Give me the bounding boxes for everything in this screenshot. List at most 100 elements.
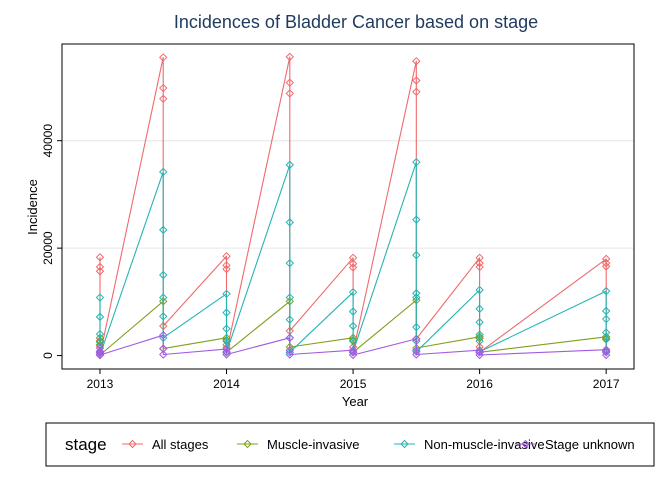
chart-title: Incidences of Bladder Cancer based on st… bbox=[174, 12, 538, 32]
data-point bbox=[475, 262, 484, 272]
data-point bbox=[412, 322, 421, 332]
data-point bbox=[348, 336, 358, 346]
data-point bbox=[601, 350, 611, 360]
x-axis-title: Year bbox=[342, 394, 369, 409]
data-point bbox=[348, 348, 358, 357]
data-point bbox=[601, 348, 611, 357]
data-point bbox=[601, 306, 611, 316]
data-point bbox=[95, 347, 105, 356]
data-point bbox=[475, 345, 484, 355]
data-point bbox=[601, 335, 611, 344]
data-point bbox=[601, 262, 611, 271]
data-point bbox=[285, 218, 294, 227]
data-point bbox=[285, 160, 294, 170]
legend: stage All stages Muscle-invasive Non-muscl… bbox=[45, 422, 655, 467]
data-point bbox=[348, 350, 358, 360]
data-point bbox=[285, 78, 294, 87]
data-point bbox=[95, 293, 105, 302]
y-axis-title: Incidence bbox=[25, 179, 40, 235]
data-point bbox=[348, 253, 358, 263]
x-tick-label: 2016 bbox=[466, 377, 493, 391]
grid-layer bbox=[62, 140, 634, 249]
y-tick-label: 0 bbox=[41, 352, 55, 359]
data-point bbox=[475, 253, 484, 263]
axis-layer: 0 20000 40000 2013 2014 2015 2016 2017 bbox=[41, 124, 620, 391]
data-point bbox=[159, 225, 168, 235]
data-point bbox=[222, 251, 231, 261]
data-point bbox=[412, 289, 421, 298]
data-point bbox=[475, 258, 484, 268]
data-point bbox=[285, 293, 294, 302]
data-point bbox=[159, 83, 168, 93]
series-stage-unknown bbox=[95, 330, 611, 360]
legend-swatch-marker bbox=[128, 439, 137, 449]
data-point bbox=[412, 334, 421, 344]
series-line bbox=[99, 56, 607, 356]
data-point bbox=[412, 157, 421, 167]
data-point bbox=[601, 258, 611, 268]
data-point bbox=[412, 215, 421, 224]
data-point bbox=[159, 350, 168, 359]
legend-label: Non-muscle-invasive bbox=[424, 437, 545, 452]
legend-label: Muscle-invasive bbox=[267, 437, 359, 452]
y-tick-label: 40000 bbox=[41, 124, 55, 158]
series-layer bbox=[95, 52, 611, 360]
data-point bbox=[412, 293, 421, 302]
data-point bbox=[412, 76, 421, 85]
data-point bbox=[285, 258, 294, 268]
legend-item: Stage unknown bbox=[515, 437, 635, 452]
data-point bbox=[222, 350, 231, 359]
data-point bbox=[475, 318, 484, 327]
legend-label: All stages bbox=[152, 437, 209, 452]
data-point bbox=[222, 344, 231, 354]
series-line bbox=[99, 161, 607, 356]
data-point bbox=[475, 336, 484, 346]
data-point bbox=[475, 304, 484, 314]
data-point bbox=[95, 253, 105, 262]
legend-item: All stages bbox=[122, 437, 209, 452]
data-point bbox=[601, 314, 611, 324]
data-point bbox=[95, 312, 105, 322]
data-point bbox=[159, 53, 168, 62]
legend-swatch-marker bbox=[243, 439, 252, 449]
x-tick-label: 2015 bbox=[340, 377, 367, 391]
legend-title: stage bbox=[65, 435, 107, 454]
data-point bbox=[285, 333, 294, 343]
legend-label: Stage unknown bbox=[545, 437, 635, 452]
x-tick-label: 2014 bbox=[213, 377, 240, 391]
y-tick-label: 20000 bbox=[41, 231, 55, 265]
data-point bbox=[159, 330, 168, 340]
plot-frame bbox=[61, 43, 635, 370]
data-point bbox=[159, 312, 168, 321]
legend-box bbox=[45, 422, 655, 467]
data-point bbox=[222, 324, 231, 333]
data-point bbox=[412, 347, 421, 357]
data-point bbox=[348, 263, 358, 272]
data-point bbox=[475, 285, 484, 295]
data-point bbox=[601, 286, 611, 296]
data-point bbox=[222, 347, 231, 357]
x-tick-label: 2017 bbox=[593, 377, 620, 391]
data-point bbox=[159, 94, 168, 104]
data-point bbox=[159, 167, 168, 177]
data-point bbox=[412, 87, 421, 97]
data-point bbox=[95, 350, 105, 360]
data-point bbox=[222, 264, 231, 274]
data-point bbox=[95, 267, 105, 276]
data-point bbox=[222, 289, 231, 299]
data-point bbox=[601, 345, 611, 354]
data-point bbox=[95, 262, 105, 272]
data-point bbox=[222, 308, 231, 317]
data-point bbox=[285, 315, 294, 324]
data-point bbox=[412, 345, 421, 355]
data-point bbox=[348, 307, 358, 316]
data-point bbox=[348, 259, 358, 268]
data-point bbox=[285, 345, 294, 355]
data-point bbox=[222, 336, 231, 346]
data-point bbox=[285, 350, 294, 359]
data-point bbox=[348, 345, 358, 355]
data-point bbox=[412, 56, 421, 66]
data-point bbox=[159, 293, 168, 302]
data-point bbox=[95, 329, 105, 339]
